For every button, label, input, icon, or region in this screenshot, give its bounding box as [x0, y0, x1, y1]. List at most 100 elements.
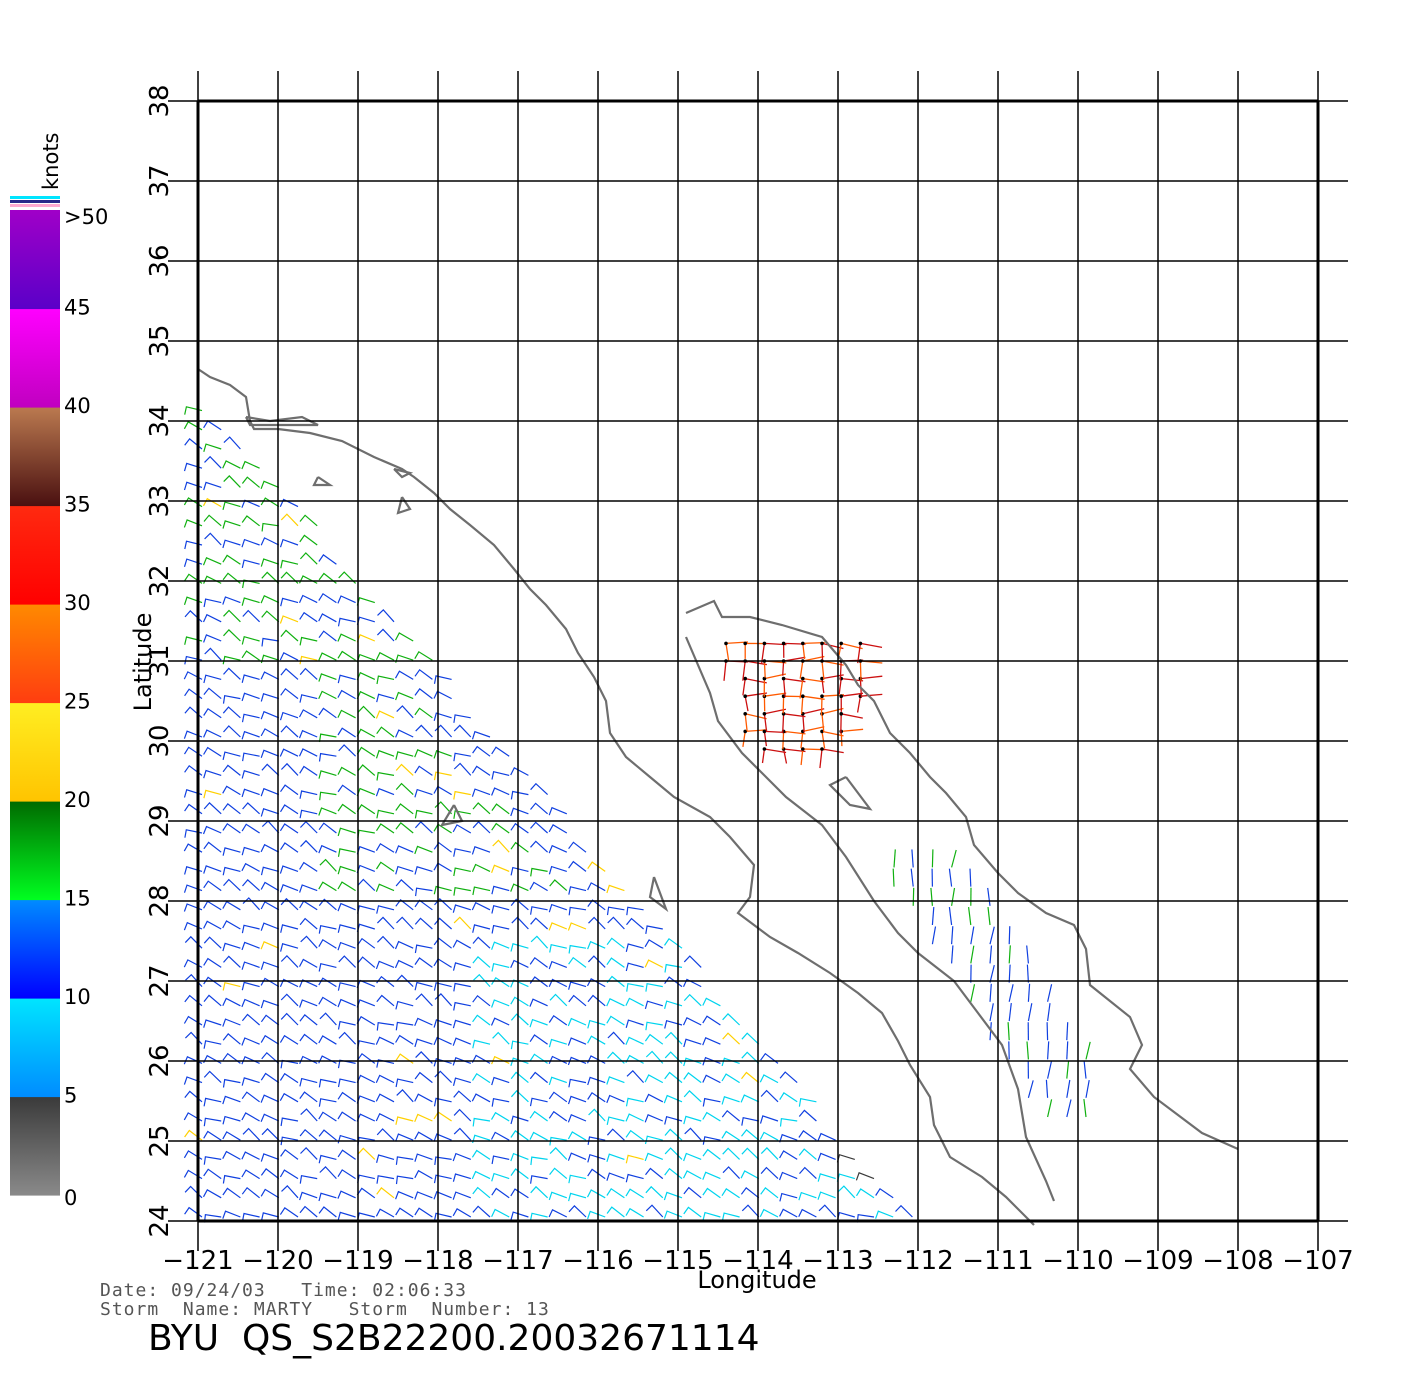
wind-barb — [260, 1113, 280, 1122]
wind-barb — [299, 820, 318, 834]
wind-barb — [260, 961, 279, 970]
rain-flag-dot — [820, 641, 824, 646]
coastline — [197, 368, 1239, 1226]
longitude-tick-label: −110 — [1042, 1246, 1113, 1276]
wind-barb — [222, 981, 241, 991]
longitude-tick-label: −117 — [482, 1246, 553, 1276]
wind-barb — [241, 1169, 260, 1180]
wind-barb — [683, 993, 702, 1007]
wind-barb — [664, 1128, 683, 1141]
wind-barb — [376, 1128, 395, 1141]
wind-barb — [452, 1152, 472, 1162]
wind-barb — [530, 935, 549, 949]
wind-barb — [280, 1012, 299, 1026]
date-value: 09/24/03 — [171, 1280, 266, 1301]
wind-barb — [376, 1022, 395, 1031]
wind-barb — [529, 1071, 548, 1084]
wind-barb — [356, 923, 375, 933]
wind-barb — [433, 1133, 452, 1142]
wind-barb — [260, 881, 280, 892]
wind-barb — [260, 537, 280, 546]
wind-barb — [760, 1166, 779, 1180]
wind-barb — [740, 1187, 760, 1199]
wind-barb — [948, 907, 953, 926]
wind-barb — [222, 920, 241, 930]
wind-barb — [396, 1089, 414, 1103]
wind-barb — [491, 1187, 510, 1199]
wind-barb — [471, 730, 491, 740]
wind-barb — [1085, 1041, 1091, 1060]
wind-barb — [1008, 984, 1014, 1002]
wind-barb — [741, 1147, 760, 1160]
wind-barb — [586, 1189, 606, 1199]
wind-barb — [644, 1135, 663, 1145]
wind-barb — [702, 1015, 721, 1026]
wind-barb — [931, 907, 935, 926]
wind-barb — [1008, 964, 1011, 983]
rain-flag-dot — [743, 694, 747, 698]
wind-barb — [836, 1211, 855, 1221]
wind-barb — [471, 1072, 491, 1084]
wind-barb — [414, 809, 433, 819]
wind-barb — [298, 575, 318, 584]
wind-barb — [453, 1127, 472, 1141]
wind-barb — [452, 1173, 471, 1182]
wind-barb — [510, 1057, 529, 1066]
wind-barb — [356, 804, 376, 815]
wind-barb — [760, 1089, 779, 1103]
wind-barb — [779, 1071, 798, 1084]
wind-barb — [260, 693, 279, 702]
wind-barb — [337, 650, 356, 661]
wind-barb — [568, 981, 587, 990]
coastline-path — [828, 776, 873, 811]
wind-barb — [241, 1112, 260, 1122]
wind-barb — [453, 724, 472, 738]
wind-barb — [587, 994, 606, 1007]
wind-barb — [337, 1149, 356, 1160]
wind-barb — [645, 1050, 664, 1064]
wind-barb — [587, 1019, 606, 1029]
wind-barb — [644, 1033, 664, 1045]
wind-barb — [184, 1031, 203, 1045]
wind-barb — [318, 822, 337, 834]
longitude-tick-label: −112 — [882, 1246, 953, 1276]
wind-barb — [892, 868, 895, 887]
wind-barb — [260, 1153, 280, 1162]
wind-barb — [606, 937, 625, 949]
colorbar-band — [10, 210, 60, 310]
wind-barb — [800, 726, 825, 749]
wind-barb — [241, 460, 260, 470]
wind-barb — [1083, 1060, 1087, 1079]
wind-barb — [472, 745, 491, 757]
wind-barb — [203, 443, 222, 452]
wind-barb — [491, 822, 510, 834]
wind-barb — [260, 808, 279, 817]
wind-barb — [510, 1071, 529, 1084]
wind-barb — [664, 1167, 683, 1180]
wind-barb — [568, 841, 587, 853]
wind-barb — [241, 981, 260, 991]
wind-barb — [453, 714, 471, 723]
wind-barb — [414, 688, 433, 700]
wind-barb — [415, 993, 433, 1007]
wind-barb — [357, 905, 375, 914]
wind-barb — [664, 1147, 683, 1160]
wind-barb — [645, 925, 663, 934]
wind-barb — [241, 515, 260, 527]
wind-barb — [510, 883, 529, 892]
file-id: BYU QS_S2B22200.20032671114 — [148, 1318, 760, 1359]
wind-barb — [222, 847, 241, 856]
wind-barb — [298, 958, 318, 968]
wind-barb — [530, 802, 548, 815]
wind-barb — [337, 881, 356, 892]
colorbar-cap — [10, 200, 60, 203]
wind-barb — [433, 750, 452, 759]
wind-barb — [782, 748, 806, 764]
wind-barb — [472, 821, 491, 834]
wind-barb — [472, 1039, 491, 1049]
wind-barb — [548, 1014, 568, 1026]
wind-barb — [337, 709, 356, 719]
wind-barb — [548, 1055, 568, 1065]
wind-barb — [260, 728, 280, 738]
wind-barb — [588, 1108, 606, 1122]
